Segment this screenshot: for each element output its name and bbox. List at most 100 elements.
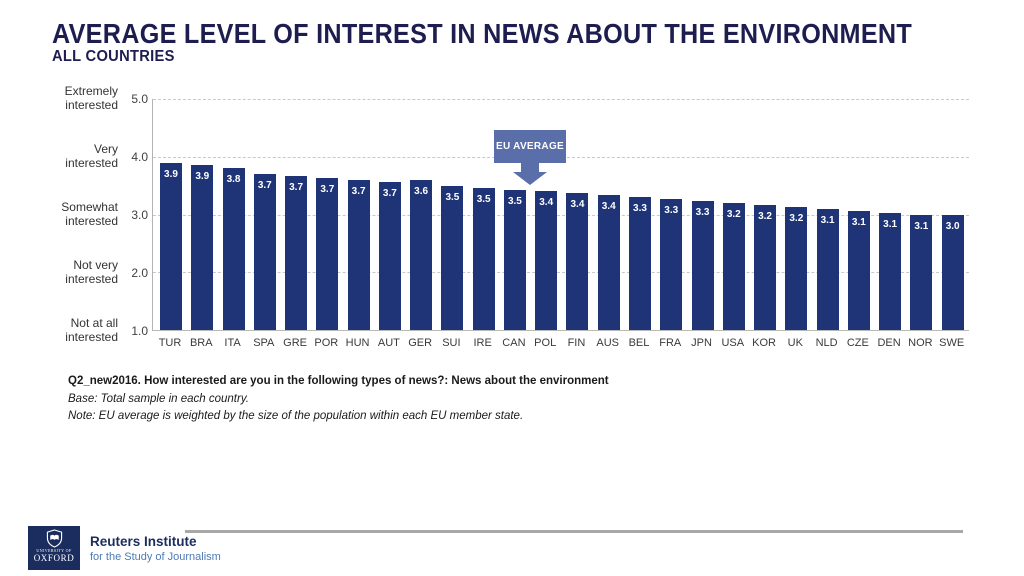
oxford-crest-icon [46, 529, 62, 548]
bar-value-label: 3.9 [164, 168, 178, 180]
y-tick-label: 4.0 [131, 150, 148, 164]
bar: 3.4 [566, 193, 589, 330]
bar: 3.7 [347, 180, 370, 330]
oxford-label: OXFORD [33, 553, 75, 563]
bar-value-label: 3.1 [914, 220, 929, 232]
x-axis-label: NOR [908, 337, 933, 349]
bar-value-label: 3.3 [664, 205, 679, 217]
x-axis-label: USA [721, 337, 745, 349]
y-tick-label: 5.0 [131, 92, 148, 106]
x-axis-label: POR [314, 337, 339, 349]
bar-value-label: 3.3 [695, 207, 710, 219]
page-subtitle: ALL COUNTRIES [52, 48, 175, 65]
y-scale-label: Not very interested [65, 258, 118, 286]
question-text: Q2_new2016. How interested are you in th… [68, 375, 609, 387]
bar: 3.1 [847, 210, 870, 330]
bar: 3.5 [441, 185, 464, 330]
bar: 3.2 [722, 202, 745, 330]
bar-value-label: 3.5 [445, 191, 460, 203]
gridline [153, 272, 969, 274]
bar-value-label: 3.7 [289, 182, 304, 194]
x-axis-label: POL [534, 337, 557, 349]
divider-line [185, 530, 963, 533]
down-arrow-icon [521, 163, 539, 172]
bar: 3.1 [910, 214, 933, 330]
x-axis-label: TUR [158, 337, 182, 349]
bar-value-label: 3.7 [351, 186, 366, 198]
bar: 3.5 [472, 187, 495, 330]
institute-name: Reuters Institute [90, 534, 197, 549]
bar-value-label: 3.1 [883, 218, 898, 230]
x-axis-label: DEN [877, 337, 901, 349]
bar: 3.9 [191, 164, 214, 330]
bar-value-label: 3.5 [507, 195, 522, 207]
gridline [153, 214, 969, 216]
bar: 3.7 [285, 176, 308, 330]
base-text: Base: Total sample in each country. [68, 393, 249, 405]
bar-value-label: 3.5 [476, 193, 491, 205]
bar: 3.2 [754, 204, 777, 330]
bar-value-label: 3.2 [789, 212, 804, 224]
bar: 3.3 [660, 199, 683, 330]
bar-value-label: 3.7 [320, 184, 335, 196]
y-tick-label: 1.0 [131, 324, 148, 338]
bar-value-label: 3.8 [226, 174, 241, 186]
bar-value-label: 3.7 [382, 188, 397, 200]
y-tick-label: 3.0 [131, 208, 148, 222]
bar: 3.9 [160, 162, 182, 330]
x-axis-label: ITA [224, 337, 241, 349]
x-axis-label: KOR [752, 337, 776, 349]
bar-value-label: 3.1 [851, 216, 866, 228]
x-axis-label: NLD [815, 337, 838, 349]
x-axis-label: HUN [345, 337, 370, 349]
bar: 3.7 [316, 178, 339, 330]
x-axis-label: FRA [659, 337, 682, 349]
y-scale-label: Very interested [65, 142, 118, 170]
page-title: AVERAGE LEVEL OF INTEREST IN NEWS ABOUT … [52, 18, 913, 49]
bar-value-label: 3.0 [945, 220, 960, 232]
x-axis-label: AUS [596, 337, 620, 349]
bar: 3.2 [785, 206, 808, 330]
bar: 3.4 [597, 195, 620, 330]
x-axis-labels: TUR BRA ITA SPA GRE POR HUN AUT GER SUI IRE CAN POL F… [158, 337, 964, 351]
x-axis-label: BEL [628, 337, 650, 349]
bar: 3.1 [879, 212, 902, 330]
bar: 3.3 [628, 197, 651, 330]
bar-value-label: 3.6 [414, 185, 429, 197]
x-axis-label: SUI [442, 337, 461, 349]
x-axis-label: IRE [473, 337, 492, 349]
eu-average-callout: EU AVERAGE [494, 130, 566, 163]
bar: 3.3 [691, 201, 714, 330]
oxford-logo: UNIVERSITY OF OXFORD [28, 526, 80, 570]
bar: 3.1 [816, 208, 839, 330]
bar-value-label: 3.9 [195, 170, 210, 182]
x-axis-label: SPA [253, 337, 275, 349]
bar-value-label: 3.1 [820, 214, 835, 226]
y-scale-label: Extremely interested [64, 84, 118, 112]
x-axis-label: GRE [283, 337, 307, 349]
bar-value-label: 3.2 [726, 208, 741, 220]
bar: 3.7 [253, 174, 276, 330]
bars-row: 3.9 3.9 3.8 3.7 3.7 3.7 3.7 3.7 3.6 3.5 3.5 3.5 3.4 3… [160, 99, 964, 330]
bar: 3.0 [941, 214, 964, 330]
university-of-label: UNIVERSITY OF [36, 548, 72, 553]
x-axis-label: JPN [691, 337, 712, 349]
y-tick-label: 2.0 [131, 266, 148, 280]
bar: 3.7 [378, 182, 401, 330]
y-scale-label: Not at all interested [65, 316, 118, 344]
bar-value-label: 3.4 [601, 201, 616, 213]
institute-subtitle: for the Study of Journalism [90, 551, 221, 563]
x-axis-label: UK [787, 337, 803, 349]
bar: 3.8 [222, 168, 245, 330]
x-axis-label: CZE [846, 337, 869, 349]
gridline [153, 99, 969, 100]
bar: 3.5 [503, 189, 526, 330]
bar-value-label: 3.4 [570, 199, 585, 211]
x-axis-label: CAN [502, 337, 526, 349]
x-axis-label: FIN [567, 337, 586, 349]
bar-value-label: 3.4 [539, 197, 554, 209]
x-axis-label: GER [408, 337, 433, 349]
bar-value-label: 3.7 [257, 180, 272, 192]
y-scale-label: Somewhat interested [61, 200, 118, 228]
